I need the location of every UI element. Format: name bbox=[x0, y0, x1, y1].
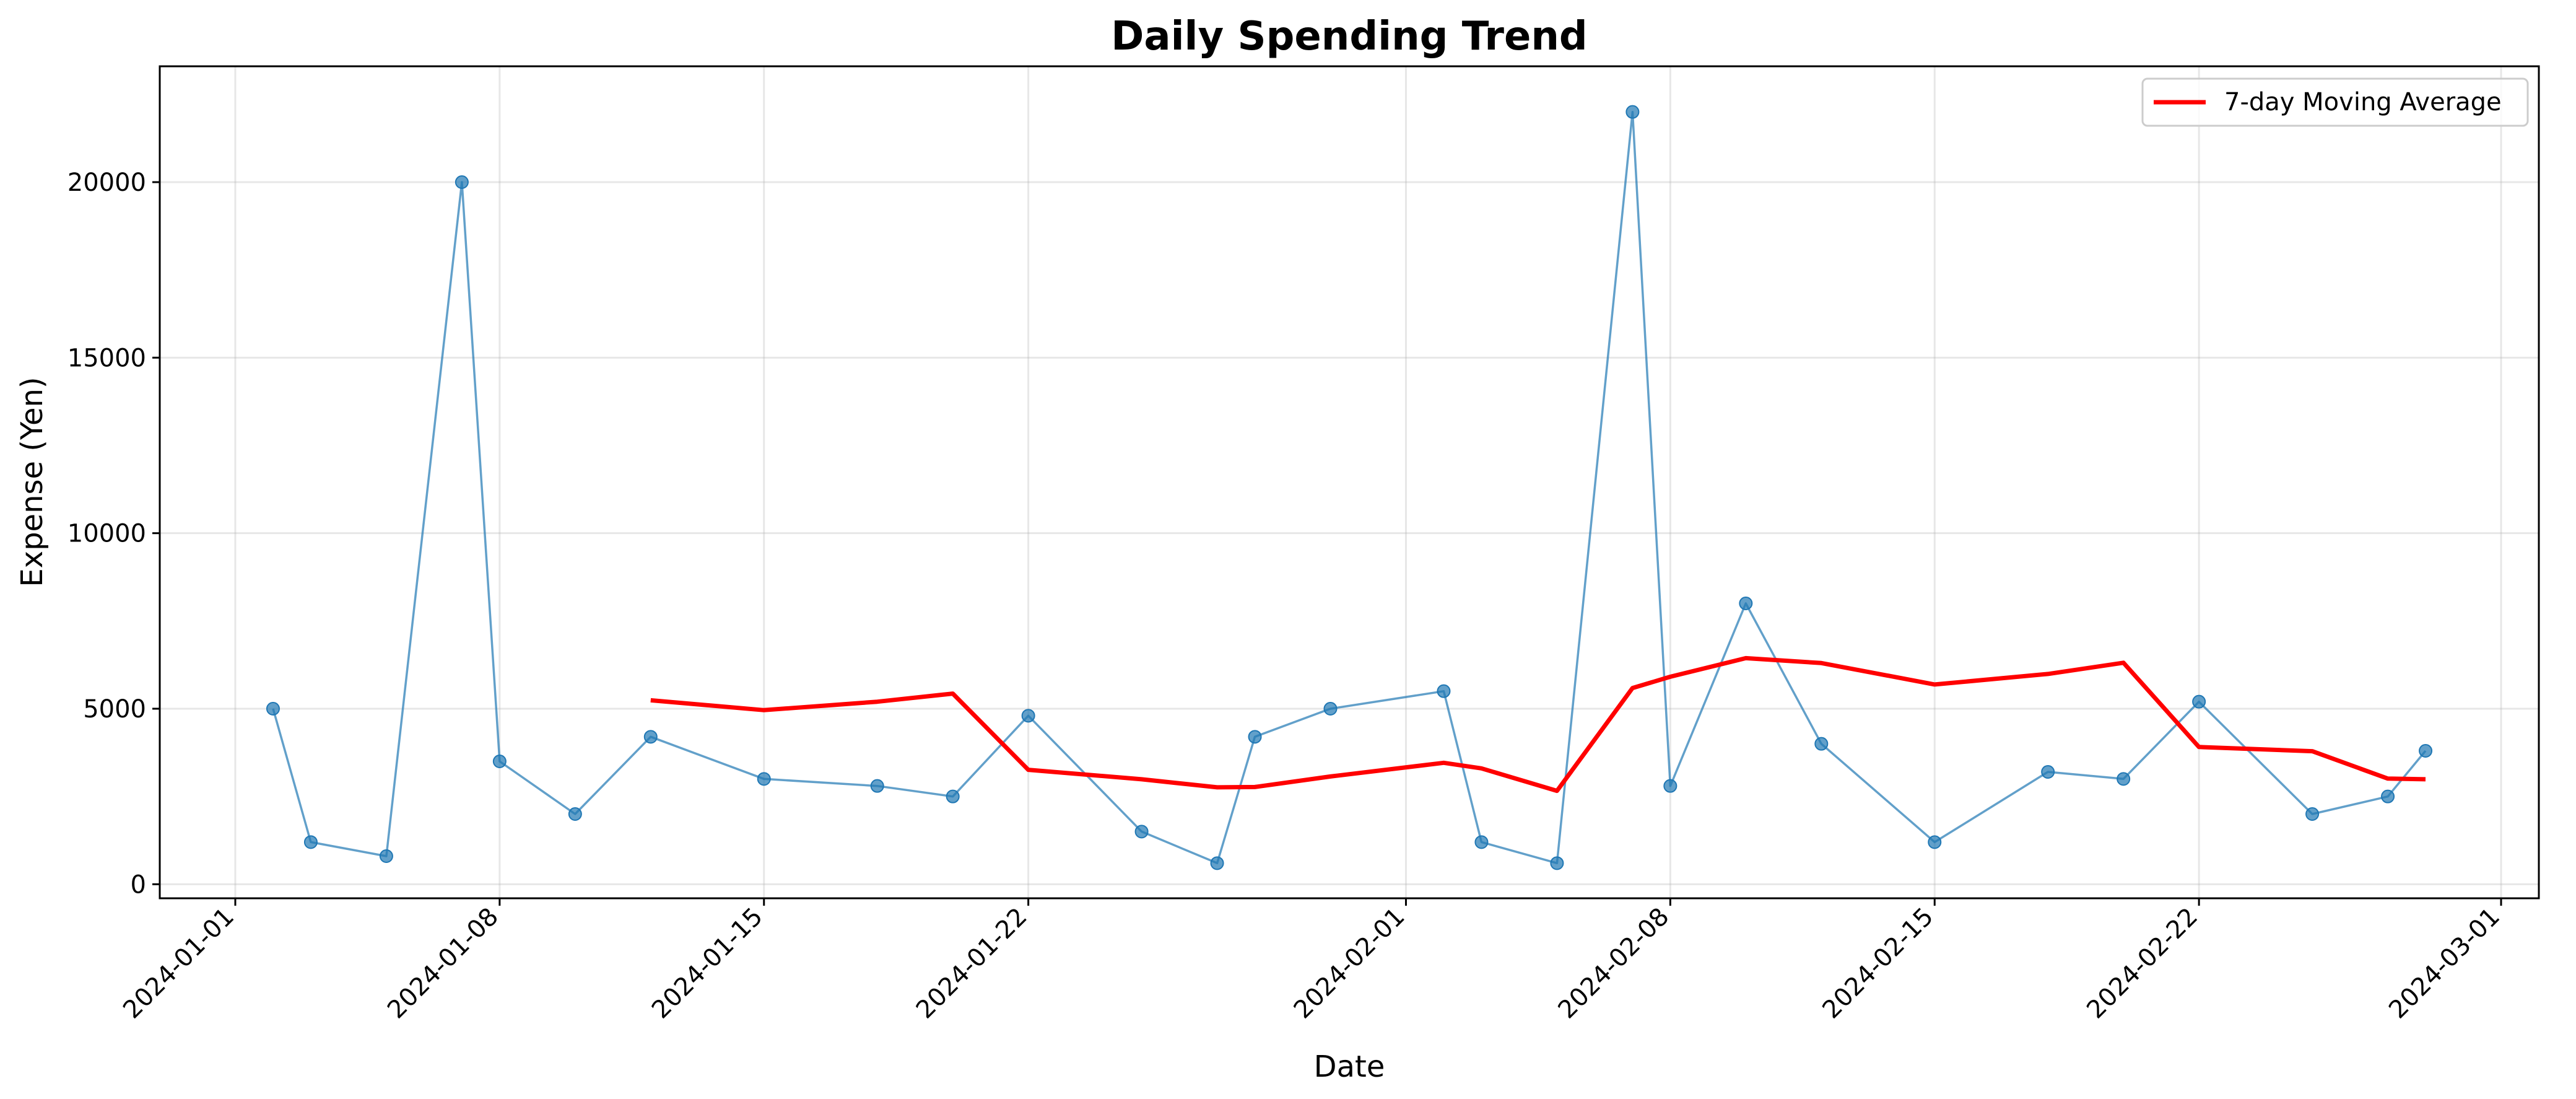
daily-expense-point bbox=[1928, 835, 1942, 849]
daily-expense-point bbox=[2192, 694, 2206, 709]
chart-title: Daily Spending Trend bbox=[1111, 14, 1587, 59]
x-axis-label: Date bbox=[1314, 1049, 1385, 1084]
daily-expense-point bbox=[1248, 730, 1262, 744]
daily-expense-point bbox=[492, 755, 507, 768]
daily-expense-point bbox=[303, 835, 318, 849]
daily-expense-point bbox=[1814, 737, 1829, 751]
moving-average-line bbox=[650, 655, 2426, 794]
daily-expense-point bbox=[568, 807, 582, 821]
daily-expense-point bbox=[757, 772, 771, 786]
daily-expense-point bbox=[1663, 779, 1677, 793]
daily-expense-point bbox=[1210, 856, 1224, 870]
daily-expense-point bbox=[1134, 825, 1149, 839]
y-axis-label: Expense (Yen) bbox=[15, 377, 50, 587]
daily-expense-point bbox=[1739, 597, 1753, 610]
daily-expense-point bbox=[1550, 856, 1564, 870]
daily-expense-point bbox=[455, 175, 469, 189]
daily-expense-point bbox=[266, 702, 280, 716]
daily-expense-point bbox=[1021, 709, 1035, 723]
daily-expense-point bbox=[1323, 702, 1338, 716]
daily-expense-point bbox=[2117, 772, 2131, 786]
y-tick-label: 10000 bbox=[67, 520, 146, 548]
daily-expense-point bbox=[2041, 765, 2055, 779]
y-tick-label: 20000 bbox=[67, 169, 146, 197]
legend-box bbox=[2141, 77, 2529, 127]
daily-expense-point bbox=[1625, 105, 1640, 119]
daily-expense-point bbox=[946, 789, 960, 803]
legend-label: 7-day Moving Average bbox=[2224, 88, 2502, 116]
daily-expense-point bbox=[2305, 807, 2320, 821]
plot-frame bbox=[159, 65, 2540, 900]
daily-expense-point bbox=[643, 730, 658, 744]
daily-expense-point bbox=[2381, 789, 2395, 803]
daily-expense-point bbox=[2419, 744, 2433, 758]
daily-expense-point bbox=[1474, 835, 1489, 849]
y-tick-label: 15000 bbox=[67, 344, 146, 372]
daily-expense-point bbox=[1437, 684, 1451, 698]
daily-expense-point bbox=[379, 849, 393, 863]
y-tick-label: 0 bbox=[131, 870, 146, 899]
grid bbox=[160, 66, 2539, 898]
y-tick-label: 5000 bbox=[83, 695, 146, 724]
legend: 7-day Moving Average bbox=[2141, 77, 2529, 127]
daily-expense-point bbox=[870, 779, 884, 793]
series bbox=[266, 105, 2433, 870]
